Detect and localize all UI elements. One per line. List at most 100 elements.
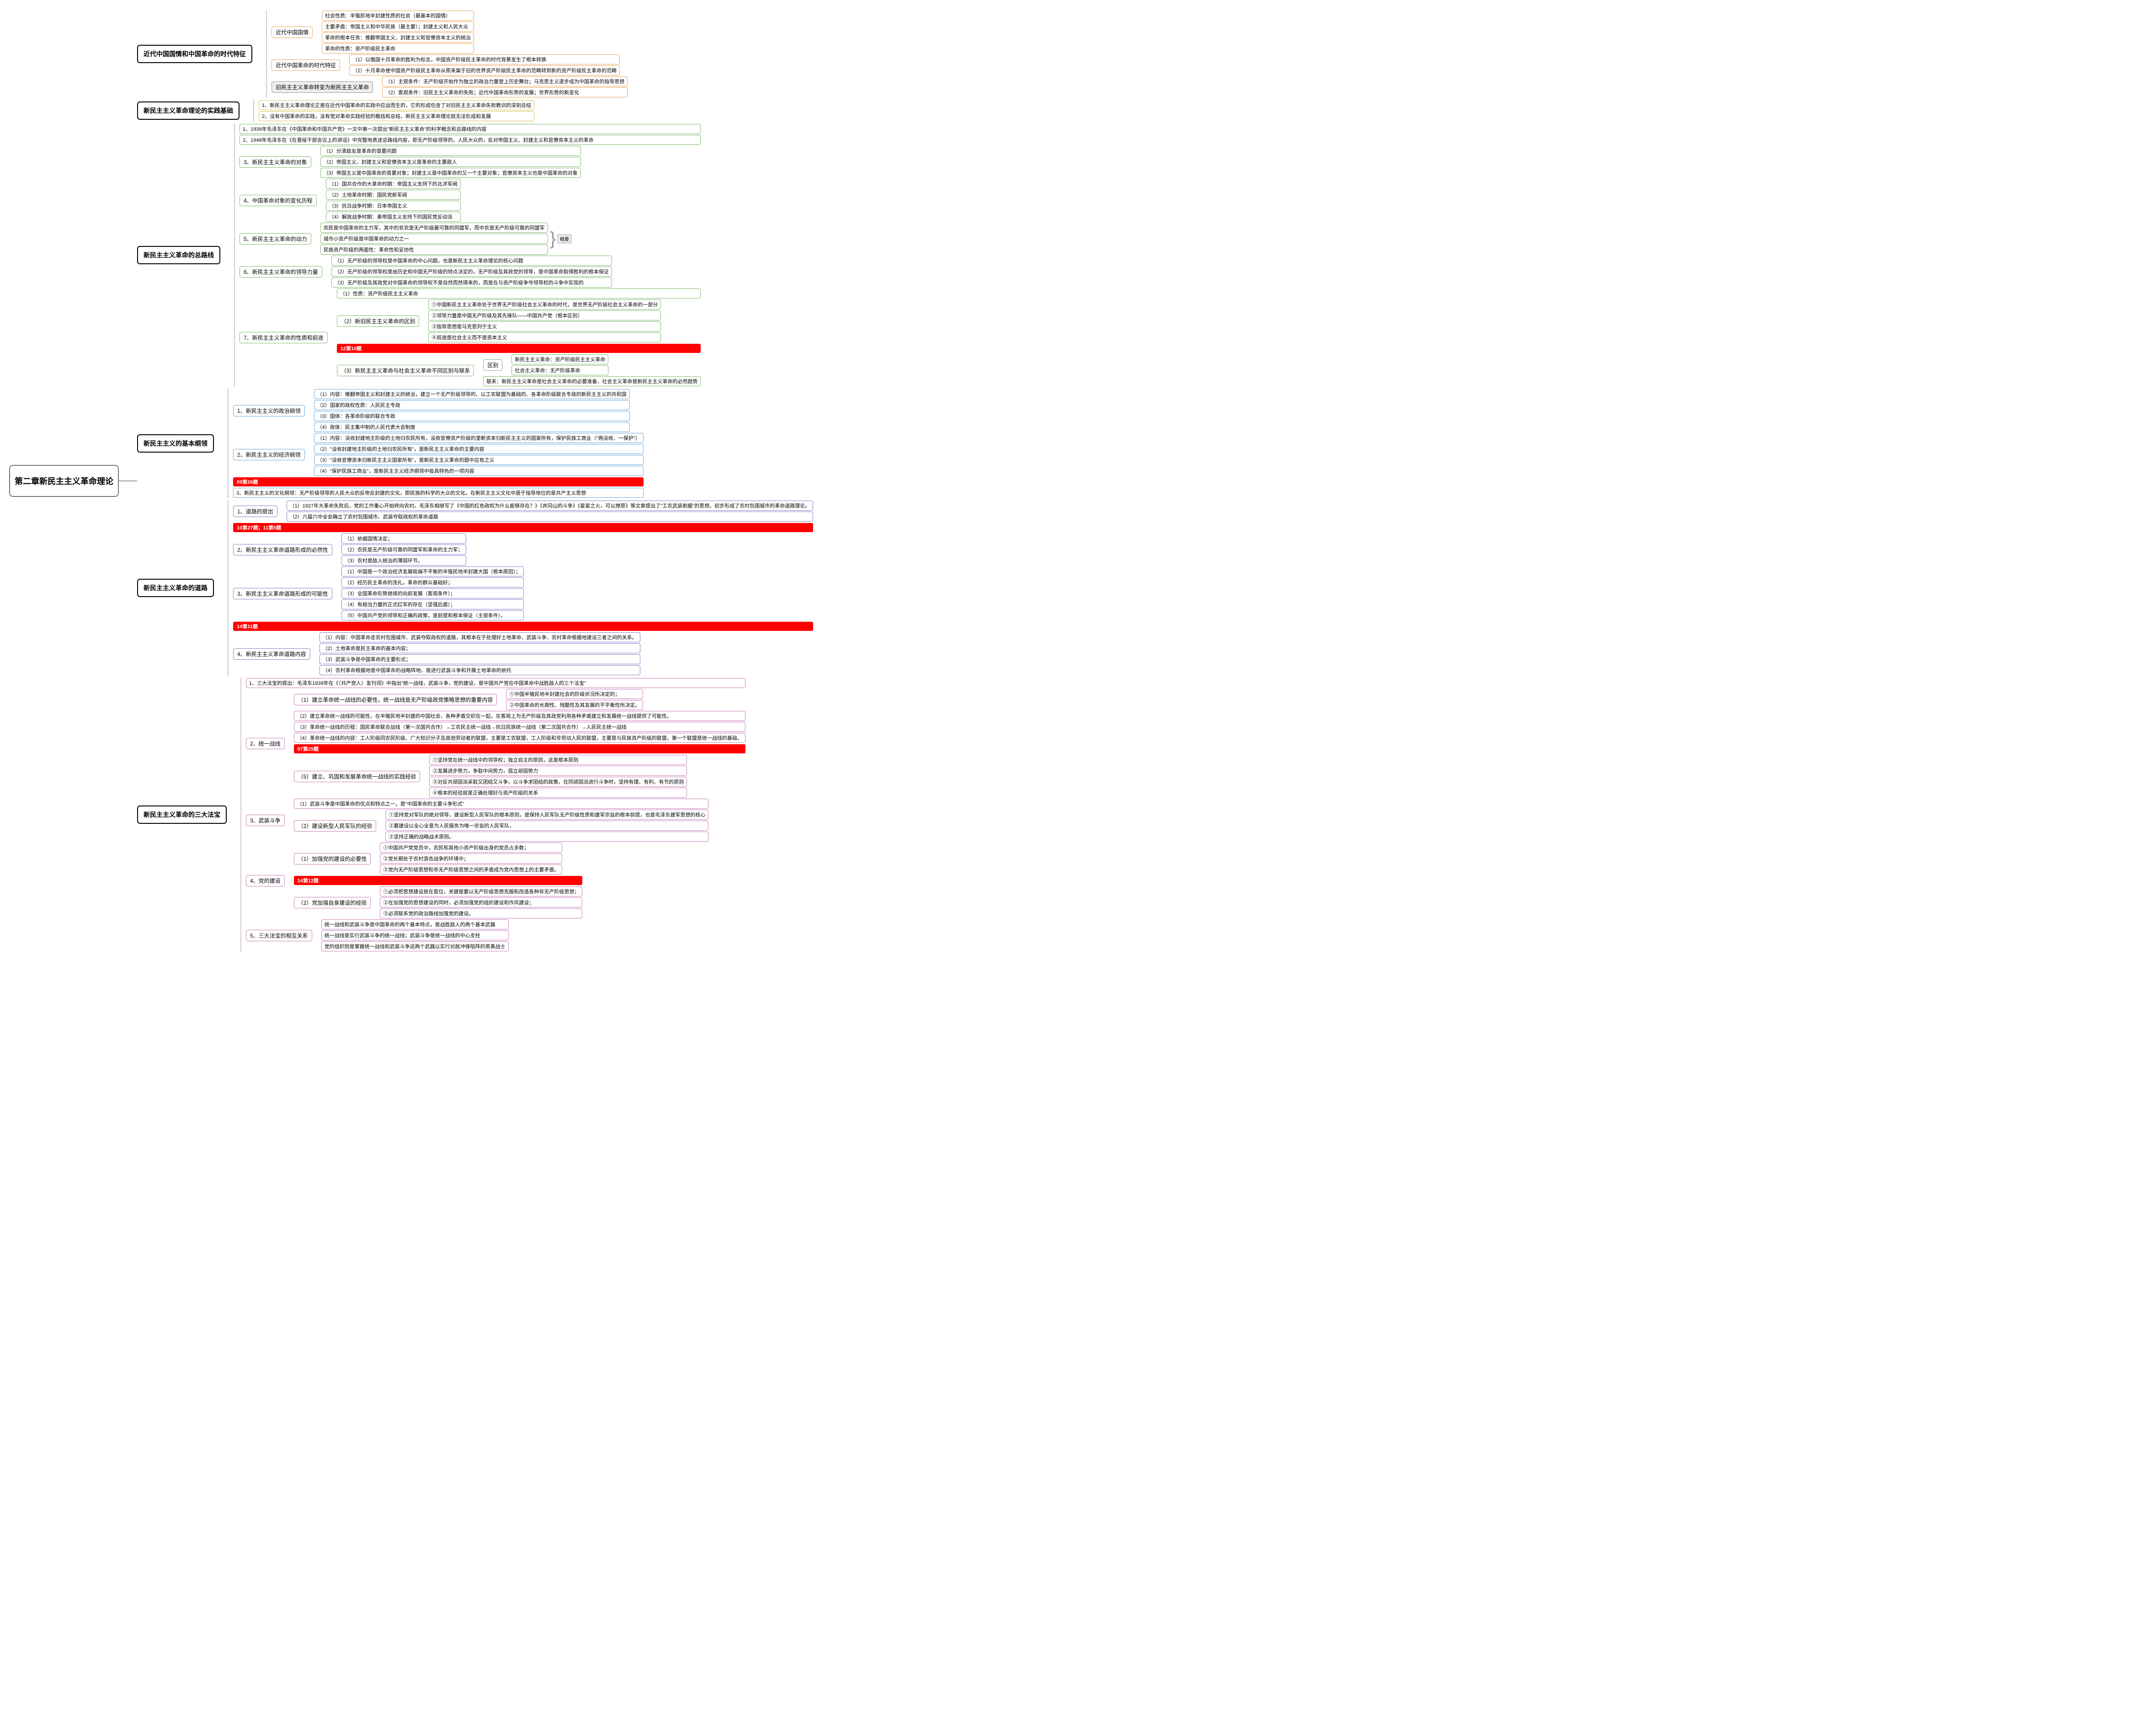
- s5-n4-2: （2）土地革命是民主革命的基本内容；: [319, 643, 640, 653]
- s3-n6-3: （3）无产阶级及其政党对中国革命的领导权不是自然而然得来的，而是在与资产阶级争夺…: [331, 277, 612, 288]
- s6-n3: 3、武装斗争: [246, 815, 285, 826]
- s1-children: 近代中国国情 社会性质：半殖民地半封建性质的社会（最基本的国情） 主要矛盾：帝国…: [266, 10, 628, 98]
- s1-n3: 旧民主主义革命转变为新民主主义革命: [271, 81, 373, 93]
- tag-12-10: 12第10题: [337, 344, 701, 353]
- s5-n1-1: （1）1927年大革命失败后，党的工作重心开始转向农村。毛泽东相继写了《中国的红…: [287, 501, 813, 511]
- s6-n4: 4、党的建设: [246, 875, 285, 886]
- s3-n7-3: （3）新民主主义革命与社会主义革命不同区别与联系: [337, 365, 474, 376]
- s5-n2-3: （3）农村是敌人统治的薄弱环节。: [341, 555, 466, 566]
- s3-n5-1: 农民是中国革命的主力军，其中的贫农是无产阶级最可靠的同盟军，而中农是无产阶级可靠…: [320, 223, 548, 233]
- s6-children: 1、三大法宝的提出：毛泽东1939年在《〈共产党人〉发刊词》中指出"统一战线，武…: [240, 678, 745, 952]
- branch-s6: 新民主主义革命的三大法宝 1、三大法宝的提出：毛泽东1939年在《〈共产党人〉发…: [137, 678, 813, 952]
- s5-n2-2: （2）农民是无产阶级可靠的同盟军和革命的主力军；: [341, 544, 466, 555]
- s1-n1-4: 革命的性质：资产阶级民主革命: [322, 43, 474, 53]
- s1-n3-2: （2）客观条件：旧民主主义革命的失败；近代中国革命形势的发展；世界形势的新变化: [382, 87, 628, 97]
- s3-n7-2-2: ②领导力量是中国无产阶级及其先锋队——中国共产党（根本区别）: [428, 310, 661, 320]
- s3-n4-2: （2）土地革命时期：国民党新军阀: [326, 190, 461, 200]
- s3-n4: 4、中国革命对象的变化历程: [240, 195, 317, 206]
- s6-n4-1-3: ③党内无产阶级思想和非无产阶级思想之间的矛盾成为党内思想上的主要矛盾。: [380, 864, 562, 875]
- tag-14-12: 14第12题: [294, 876, 583, 885]
- main-branches: 近代中国国情和中国革命的时代特征 近代中国国情 社会性质：半殖民地半封建性质的社…: [137, 9, 813, 953]
- s6-n2-5-3: ③对反共顽固派采取又团结又斗争，以斗争求团结的政策，在同顽固派进行斗争时，坚持有…: [429, 777, 687, 787]
- s3-n7: 7、新民主主义革命的性质和前途: [240, 332, 328, 343]
- s6-n3-2: （2）建设新型人民军队的经验: [294, 820, 377, 832]
- s5-n3-1: （1）中国是一个政治经济发展极端不平衡的半殖民地半封建大国（根本原因）；: [341, 566, 524, 576]
- s2-title: 新民主主义革命理论的实践基础: [137, 101, 240, 120]
- s6-n3-2-3: ③坚持正确的战略战术原则。: [385, 832, 708, 842]
- s3-n7-2-3: ③指导思想是马克思列宁主义: [428, 321, 661, 331]
- branch-s5: 新民主主义革命的道路 1、道路的提出 （1）1927年大革命失败后，党的工作重心…: [137, 500, 813, 676]
- s3-n4-4: （4）解放战争时期：美帝国主义支持下的国民党反动派: [326, 212, 461, 222]
- tag-10-27: 10第27题；11第5题: [233, 523, 813, 532]
- s3-n3-1: （1）分清敌友是革命的首要问题: [320, 146, 581, 156]
- s1-n1-1: 社会性质：半殖民地半封建性质的社会（最基本的国情）: [322, 11, 474, 21]
- s4-n1-3: （3）国体：各革命阶级的联合专政: [314, 411, 630, 421]
- s3-n7-3-1a: 新民主主义革命：资产阶级民主主义革命: [511, 354, 608, 364]
- branch-s4: 新民主主义的基本纲领 1、新民主主义的政治纲领 （1）内容：推翻帝国主义和封建主…: [137, 389, 813, 498]
- s3-n1: 1、1939年毛泽东在《中国革命和中国共产党》一文中第一次提出"新民主主义革命"…: [240, 124, 701, 134]
- s6-n3-2-1: ①坚持党对军队的绝对领导，建设新型人民军队的根本原则，是保持人民军队无产阶级性质…: [385, 810, 708, 820]
- s1-n1-2: 主要矛盾：帝国主义和中华民族（最主要）；封建主义和人民大众: [322, 21, 474, 32]
- s3-n3-3: （3）帝国主义是中国革命的首要对象；封建主义是中国革命的又一个主要对象；官僚资本…: [320, 168, 581, 178]
- s6-n5-2: 统一战线是实行武装斗争的统一战线；武装斗争是统一战线的中心支柱: [321, 930, 509, 940]
- s2-n2: 2、没有中国革命的实践，没有党对革命实践经验的概括和总结，新民主主义革命理论就无…: [259, 111, 534, 121]
- s3-n6: 6、新民主主义革命的领导力量: [240, 266, 322, 277]
- s1-n1: 近代中国国情: [271, 27, 313, 38]
- branch-s3: 新民主主义革命的总路线 1、1939年毛泽东在《中国革命和中国共产党》一文中第一…: [137, 123, 813, 387]
- s6-n3-2-2: ②要建设以全心全意为人民服务为唯一宗旨的人民军队，: [385, 821, 708, 831]
- s4-n2-4: （4）"保护民族工商业"，是新民主主义经济纲领中极具特色的一项内容: [314, 466, 644, 476]
- s3-n7-2-1: ①中国新民主主义革命处于世界无产阶级社会主义革命的时代，是世界无产阶级社会主义革…: [428, 299, 661, 309]
- s4-title: 新民主主义的基本纲领: [137, 434, 214, 453]
- s3-n5-2: 城市小资产阶级是中国革命的动力之一: [320, 234, 548, 244]
- s3-n5-tag: 概要: [558, 235, 571, 243]
- s3-n3: 3、新民主主义革命的对象: [240, 156, 311, 168]
- s6-n2-5-1: ①坚持党在统一战线中的领导权；独立自主的原则，这是根本原则: [429, 755, 687, 765]
- s6-n5: 5、三大法宝的相互关系: [246, 930, 312, 941]
- mindmap-root: 第二章新民主主义革命理论 近代中国国情和中国革命的时代特征 近代中国国情 社会性…: [9, 9, 2147, 953]
- s1-n2: 近代中国革命的时代特征: [271, 59, 340, 71]
- s6-n4-2: （2）党加强自身建设的经验: [294, 897, 371, 908]
- s4-n2-3: （3）"没收官僚资本归新民主主义国家所有"，是新民主主义革命的题中应有之义: [314, 455, 644, 465]
- s6-n5-1: 统一战线和武装斗争是中国革命的两个基本特点，是战胜敌人的两个基本武器: [321, 919, 509, 929]
- s1-title: 近代中国国情和中国革命的时代特征: [137, 45, 252, 63]
- s5-n4-3: （3）武装斗争是中国革命的主要形式；: [319, 654, 640, 664]
- s1-n2-1: （1）以俄国十月革命的胜利为标志，中国资产阶级民主革命的时代背景发生了根本转换: [349, 54, 620, 64]
- s4-n2: 2、新民主主义的经济纲领: [233, 449, 305, 460]
- s5-n3-5: （5）中国共产党的领导和正确的政策，是前提和根本保证（主观条件）。: [341, 610, 524, 620]
- s5-n2: 2、新民主主义革命道路形成的必然性: [233, 544, 332, 555]
- branch-s1: 近代中国国情和中国革命的时代特征 近代中国国情 社会性质：半殖民地半封建性质的社…: [137, 10, 813, 98]
- s6-n2: 2、统一战线: [246, 738, 285, 749]
- s6-n4-2-2: ②在加强党的思想建设的同时，必须加强党的组织建设和作风建设；: [380, 897, 582, 907]
- s5-n2-1: （1）依据国情决定；: [341, 534, 466, 544]
- s6-n4-1: （1）加强党的建设的必要性: [294, 853, 371, 864]
- s6-n3-1: （1）武装斗争是中国革命的优点和特点之一，是"中国革命的主要斗争形式": [294, 799, 709, 809]
- s4-children: 1、新民主主义的政治纲领 （1）内容：推翻帝国主义和封建主义的统治，建立一个无产…: [228, 389, 644, 498]
- s4-n2-2: （2）"没收封建地主阶级的土地归农民所有"，是新民主主义革命的主要内容: [314, 444, 644, 454]
- s5-n1: 1、道路的提出: [233, 506, 277, 517]
- s3-n4-3: （3）抗日战争时期：日本帝国主义: [326, 201, 461, 211]
- root-node: 第二章新民主主义革命理论: [9, 465, 119, 497]
- s3-title: 新民主主义革命的总路线: [137, 246, 220, 264]
- s5-children: 1、道路的提出 （1）1927年大革命失败后，党的工作重心开始转向农村。毛泽东相…: [228, 500, 813, 676]
- s1-n3-1: （1）主观条件：无产阶级开始作为独立的政治力量登上历史舞台；马克思主义逐步成为中…: [382, 76, 628, 86]
- s5-n4-1: （1）内容：中国革命走农村包围城市、武装夺取政权的道路，其根本在于处理好土地革命…: [319, 632, 640, 642]
- tag-09-26: 09第26题: [233, 477, 644, 486]
- s3-n2: 2、1948年毛泽东在《在晋绥干部会议上的讲话》中完整地表述总路线内容，即无产阶…: [240, 135, 701, 145]
- bracket-icon: }: [550, 229, 556, 249]
- s6-n2-1a: ①中国半殖民地半封建社会的阶级状况所决定的；: [506, 689, 643, 699]
- s3-n4-1: （1）国共合作的大革命时期：帝国主义支持下的北洋军阀: [326, 179, 461, 189]
- s5-n3-3: （3）全国革命形势继续的向前发展（客观条件）；: [341, 588, 524, 598]
- s5-n1-2: （2）六届六中全会确立了农村包围城市、武装夺取政权的革命道路: [287, 512, 813, 522]
- s6-n2-5: （5）建立、巩固和发展革命统一战线的实践经验: [294, 771, 421, 782]
- s3-n5: 5、新民主主义革命的动力: [240, 233, 311, 245]
- s3-n7-3-2: 联系：新民主主义革命是社会主义革命的必要准备，社会主义革命是新民主主义革命的必然…: [483, 376, 701, 386]
- s6-n2-5-2: ②发展进步势力，争取中间势力，孤立顽固势力: [429, 766, 687, 776]
- s6-n4-1-1: ①中国共产党党员中，农民和其他小资产阶级出身的党员占多数；: [380, 843, 562, 853]
- s1-n2-2: （2）十月革命使中国资产阶级民主革命从原来属于旧的世界资产阶级民主革命的范畴转到…: [349, 65, 620, 75]
- s3-n6-1: （1）无产阶级的领导权是中国革命的中心问题，也是新民主主义革命理论的核心问题: [331, 256, 612, 266]
- tag-07-25: 07第25题: [294, 744, 745, 753]
- s6-n2-1b: ②中国革命的长期性、残酷性及其发展的不平衡性所决定。: [506, 700, 643, 710]
- s5-n3-2: （2）经历民主革命的洗礼，革命的群众基础好；: [341, 577, 524, 587]
- s6-n2-5-4: ④根本的经验就是正确处理好与资产阶级的关系: [429, 788, 687, 798]
- s2-children: 1、新民主主义革命理论正是在近代中国革命的实践中应运而生的，它的形成包含了对旧民…: [253, 100, 534, 122]
